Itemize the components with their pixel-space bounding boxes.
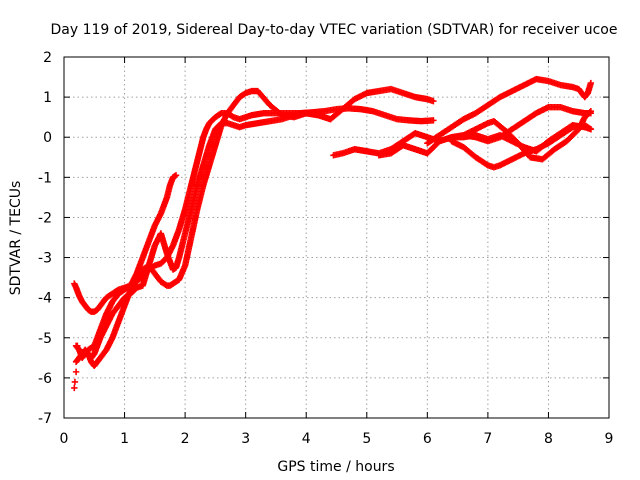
data-points	[71, 75, 595, 392]
data-point-marker	[74, 342, 81, 349]
y-tick-labels: -7 -6 -5 -4 -3 -2 -1 0 1 2	[38, 50, 52, 427]
y-tick-label: 0	[43, 130, 52, 146]
y-tick-label: -7	[38, 411, 52, 427]
data-point-marker	[430, 117, 437, 124]
x-tick-label: 5	[362, 431, 371, 447]
data-point-marker	[430, 97, 437, 105]
y-tick-label: 2	[43, 50, 52, 66]
data-point-marker	[587, 79, 595, 87]
y-tick-label: -5	[38, 331, 52, 347]
x-tick-label: 1	[120, 431, 129, 447]
x-tick-label: 9	[605, 431, 614, 447]
x-tick-label: 8	[544, 431, 553, 447]
y-tick-label: -2	[38, 210, 52, 226]
y-tick-label: -4	[38, 291, 52, 307]
y-tick-label: -1	[38, 170, 52, 186]
y-axis-label: SDTVAR / TECUs	[8, 181, 24, 296]
data-point-marker	[586, 125, 593, 132]
y-tick-label: 1	[43, 90, 52, 106]
data-point-marker	[172, 172, 180, 179]
data-point-marker	[327, 115, 334, 123]
plot-frame	[63, 56, 610, 419]
data-point-marker	[586, 108, 594, 116]
y-tick-label: -3	[38, 251, 52, 267]
data-point-marker	[71, 384, 78, 392]
data-point-marker	[71, 378, 79, 386]
data-point-marker	[587, 107, 595, 115]
y-tick-label: -6	[38, 371, 52, 387]
x-tick-label: 7	[483, 431, 492, 447]
x-axis-label: GPS time / hours	[277, 459, 394, 475]
x-tick-label: 6	[423, 431, 432, 447]
x-tick-label: 0	[60, 431, 69, 447]
x-tick-labels: 0 1 2 3 4 5 6 7 8 9	[60, 431, 614, 447]
data-point-marker	[587, 126, 595, 133]
x-tick-label: 2	[181, 431, 190, 447]
chart-title: Day 119 of 2019, Sidereal Day-to-day VTE…	[51, 22, 618, 38]
axis-ticks	[63, 56, 610, 419]
x-tick-label: 4	[302, 431, 311, 447]
data-point-marker	[72, 368, 80, 376]
grid-lines	[64, 57, 609, 418]
x-tick-label: 3	[241, 431, 250, 447]
